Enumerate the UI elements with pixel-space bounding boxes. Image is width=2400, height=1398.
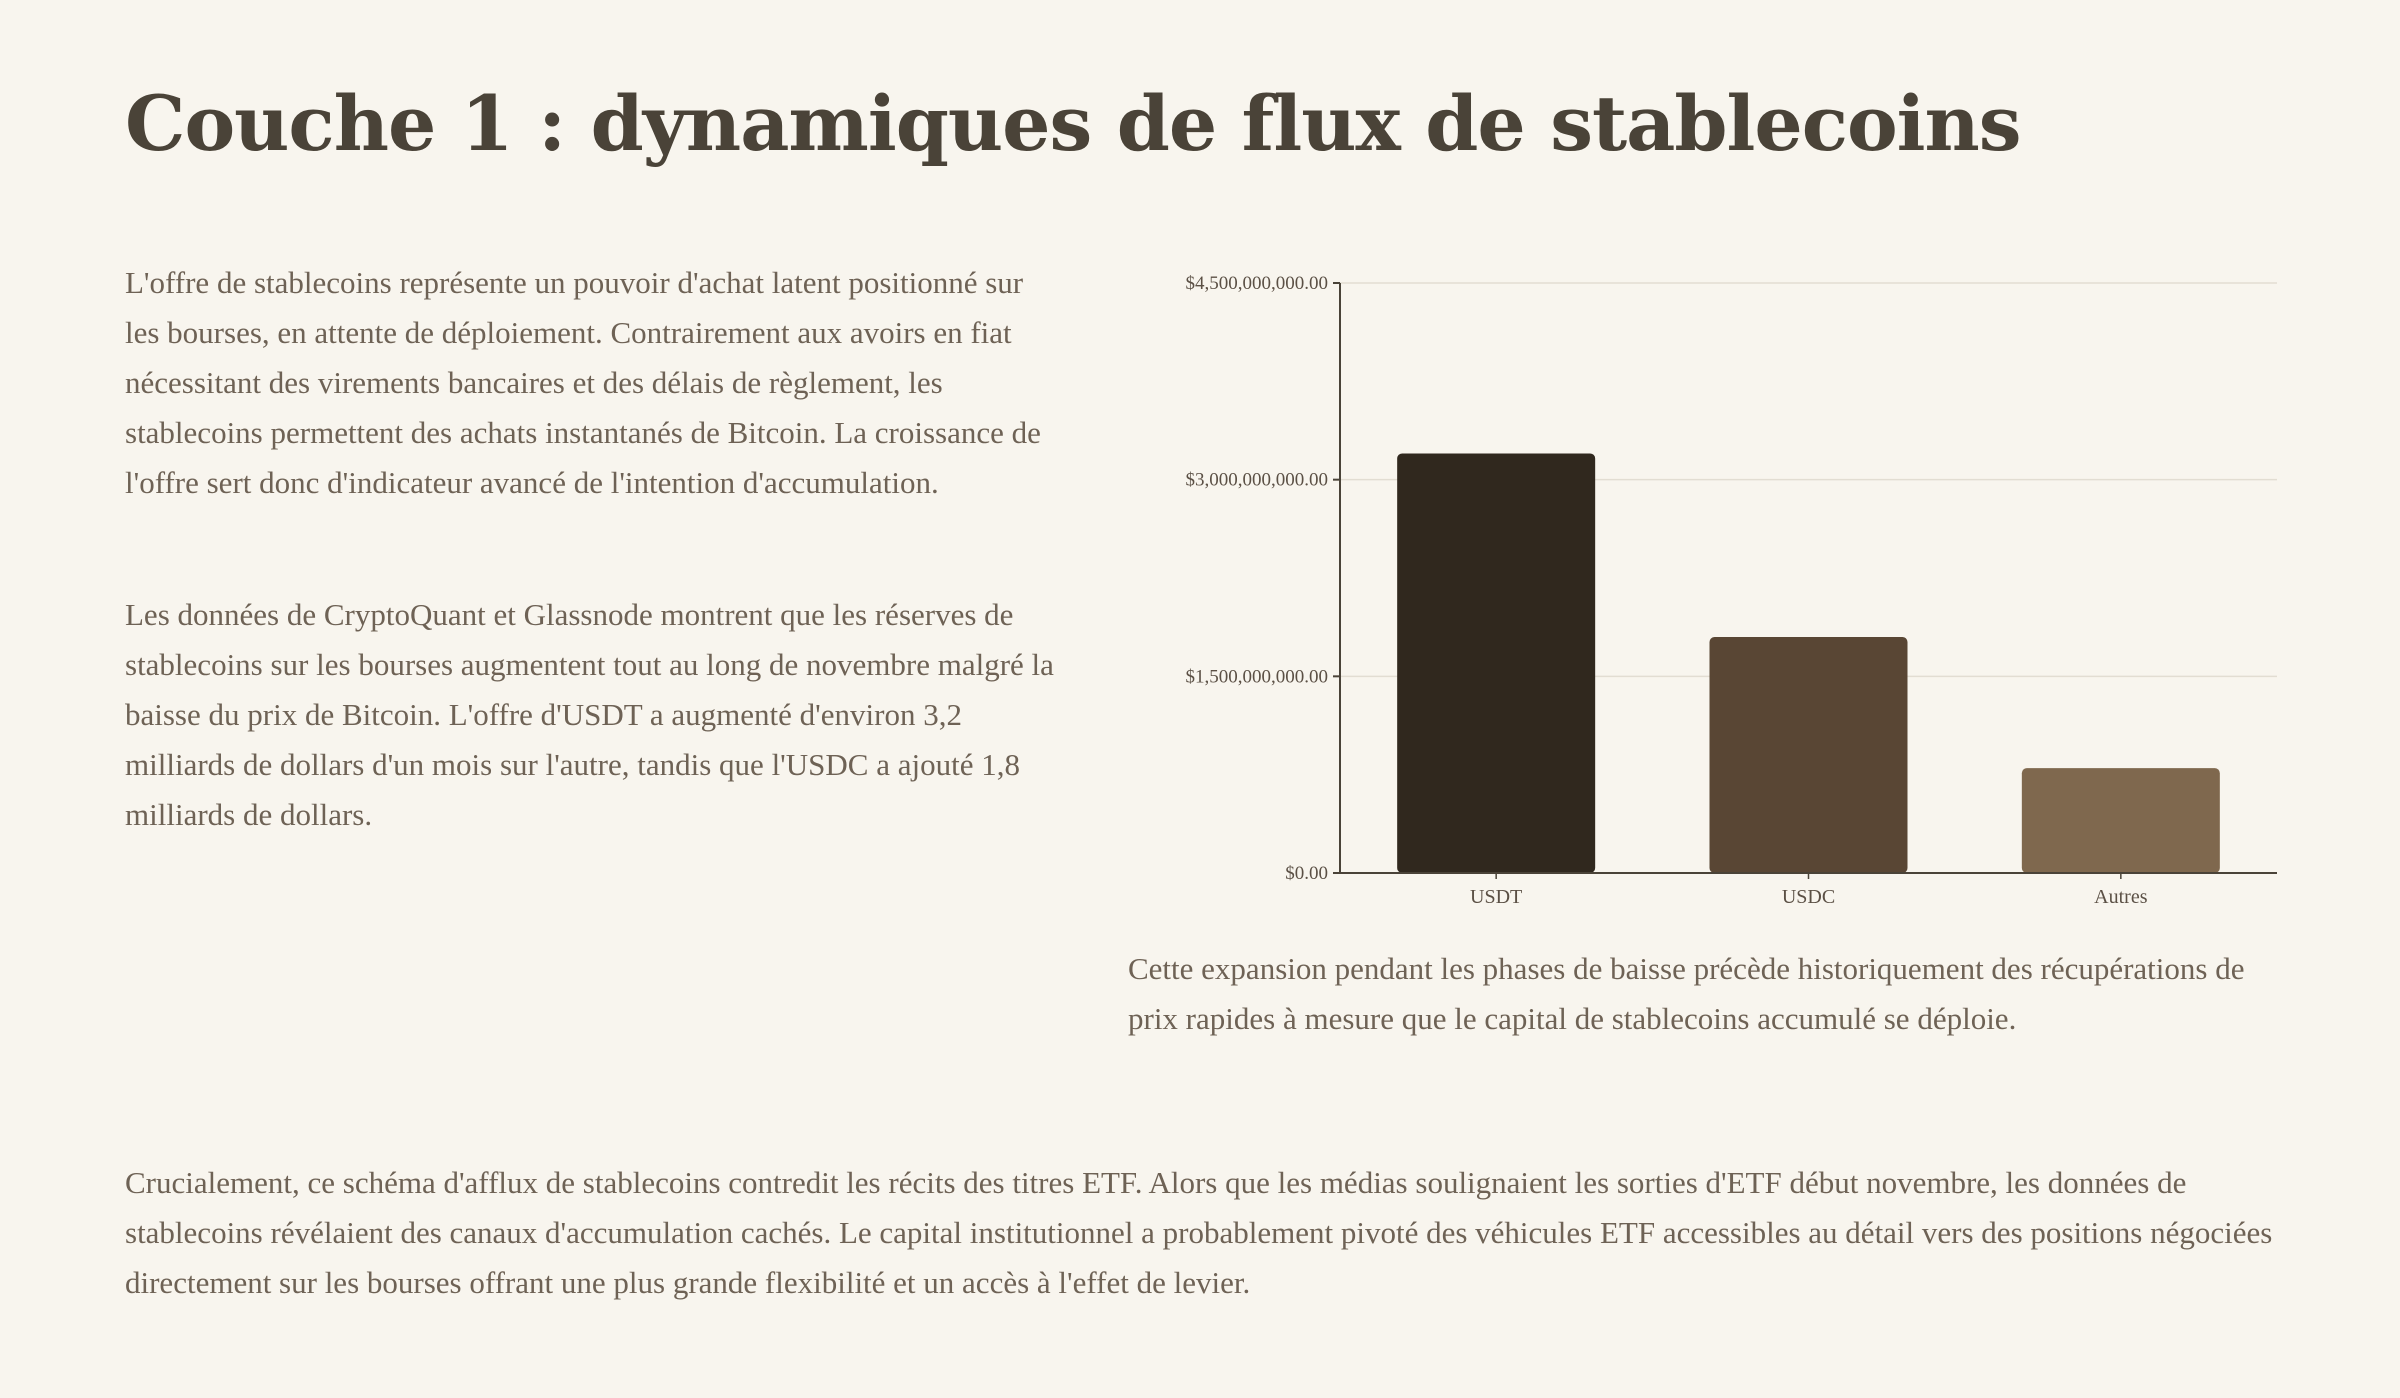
y-tick-label: $1,500,000,000.00: [1186, 666, 1329, 687]
bar-usdc: [1709, 637, 1908, 873]
y-tick-label: $3,000,000,000.00: [1186, 470, 1329, 491]
bar-autres: [2021, 768, 2220, 873]
chart-svg: $0.00 $1,500,000,000.00 $3,000,000,000.00 $…: [1186, 273, 2277, 908]
intro-paragraph: L'offre de stablecoins représente un pou…: [125, 265, 1041, 500]
x-tick-label: USDC: [1782, 886, 1835, 908]
section-title: Couche 1 : dynamiques de flux de stablec…: [125, 79, 2022, 168]
x-tick-label: USDT: [1470, 886, 1522, 908]
x-tick-label: Autres: [2094, 886, 2148, 908]
conclusion-paragraph: Crucialement, ce schéma d'afflux de stab…: [125, 1165, 2273, 1300]
y-tick-label: $4,500,000,000.00: [1186, 273, 1329, 294]
y-tick-label: $0.00: [1285, 863, 1328, 884]
bar-usdt: [1397, 453, 1596, 873]
chart-caption-paragraph: Cette expansion pendant les phases de ba…: [1128, 951, 2245, 1036]
data-paragraph: Les données de CryptoQuant et Glassnode …: [125, 597, 1054, 832]
stablecoin-bar-chart: $0.00 $1,500,000,000.00 $3,000,000,000.00 $…: [1100, 250, 2300, 920]
